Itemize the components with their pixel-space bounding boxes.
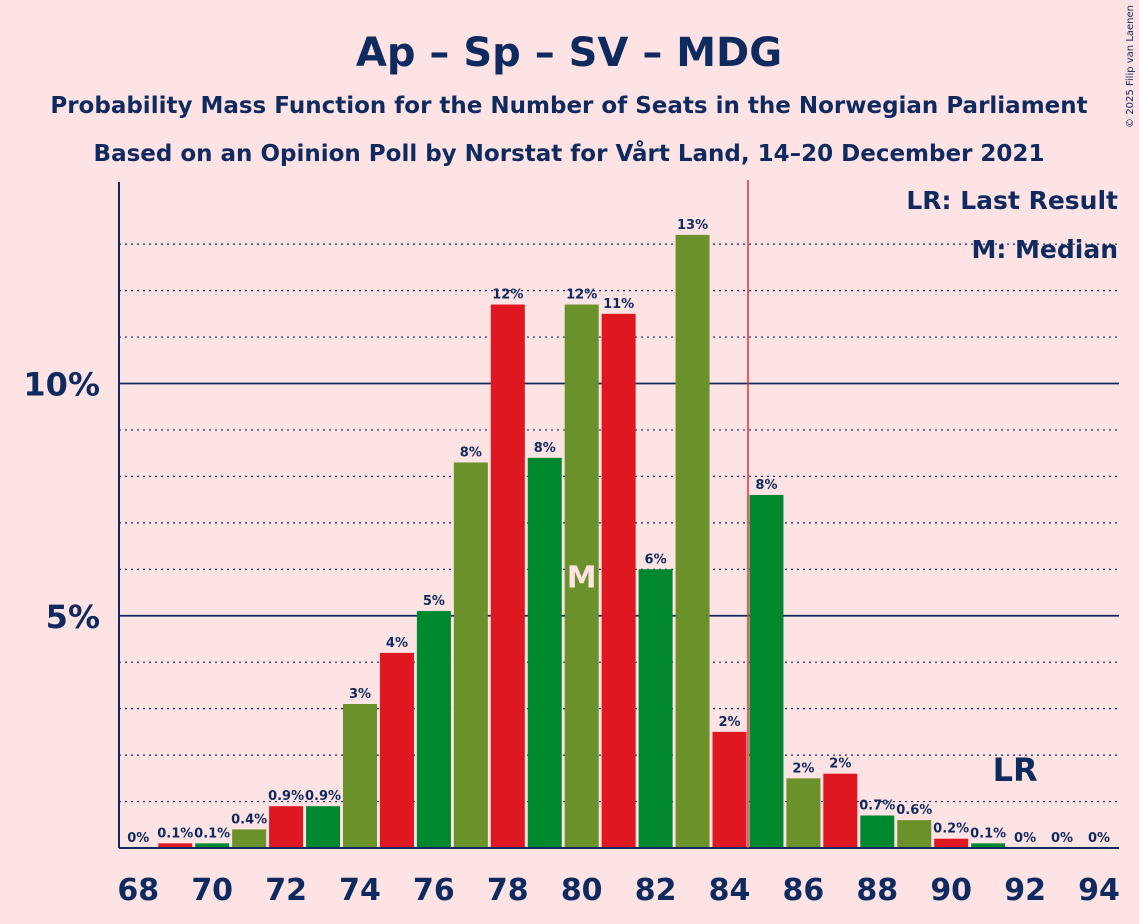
y-tick-label: 10% bbox=[23, 366, 100, 404]
value-label-seat-89: 0.6% bbox=[896, 803, 932, 818]
value-label-seat-71: 0.4% bbox=[231, 812, 267, 827]
value-label-seat-81: 11% bbox=[603, 297, 634, 312]
bar-seat-82 bbox=[638, 569, 673, 848]
x-tick-label: 88 bbox=[856, 873, 898, 908]
value-label-seat-94: 0% bbox=[1088, 831, 1110, 846]
y-tick-label: 5% bbox=[46, 598, 100, 636]
bar-seat-70 bbox=[195, 843, 230, 848]
copyright-credit: © 2025 Filip van Laenen bbox=[1125, 5, 1136, 128]
bar-seat-84 bbox=[712, 731, 747, 848]
bar-seat-77 bbox=[453, 462, 488, 848]
bar-seat-85 bbox=[749, 494, 784, 848]
legend-last-result: LR: Last Result bbox=[906, 186, 1118, 215]
value-label-seat-91: 0.1% bbox=[970, 826, 1006, 841]
x-tick-label: 80 bbox=[561, 873, 603, 908]
bar-seat-74 bbox=[343, 704, 377, 848]
x-tick-label: 70 bbox=[191, 873, 233, 908]
bar-seat-75 bbox=[379, 652, 414, 848]
x-tick-label: 94 bbox=[1078, 873, 1120, 908]
bar-seat-78 bbox=[490, 304, 525, 848]
bar-seat-72 bbox=[269, 806, 304, 848]
bar-seat-86 bbox=[786, 778, 821, 848]
value-label-seat-69: 0.1% bbox=[157, 826, 193, 841]
value-label-seat-77: 8% bbox=[460, 445, 482, 460]
bar-seat-71 bbox=[232, 829, 267, 848]
value-label-seat-83: 13% bbox=[677, 218, 708, 233]
bar-seat-89 bbox=[897, 820, 932, 848]
x-tick-label: 68 bbox=[117, 873, 159, 908]
bar-seat-87 bbox=[823, 773, 858, 848]
value-label-seat-75: 4% bbox=[386, 636, 408, 651]
bar-seat-79 bbox=[527, 457, 562, 848]
value-label-seat-84: 2% bbox=[718, 715, 740, 730]
x-tick-label: 76 bbox=[413, 873, 455, 908]
x-tick-label: 72 bbox=[265, 873, 307, 908]
chart-title: Ap – Sp – SV – MDG bbox=[356, 30, 782, 76]
x-tick-label: 74 bbox=[339, 873, 381, 908]
value-label-seat-72: 0.9% bbox=[268, 789, 304, 804]
value-labels: 0% 0.1% 0.1%0.4%0.9% 0.9%3%4%5%8%12%8%12%11… bbox=[127, 218, 1110, 846]
chart-subtitle: Probability Mass Function for the Number… bbox=[50, 93, 1087, 119]
value-label-seat-74: 3% bbox=[349, 687, 371, 702]
x-tick-label: 84 bbox=[709, 873, 751, 908]
bars bbox=[158, 234, 1006, 849]
value-label-seat-92: 0% bbox=[1014, 831, 1036, 846]
bar-seat-88 bbox=[860, 815, 895, 848]
last-result-marker: LR bbox=[993, 751, 1038, 789]
value-label-seat-68: 0% bbox=[127, 831, 149, 846]
bar-seat-91 bbox=[971, 843, 1006, 848]
bar-seat-81 bbox=[601, 313, 636, 848]
x-tick-label: 92 bbox=[1004, 873, 1046, 908]
x-tick-label: 86 bbox=[783, 873, 825, 908]
value-label-seat-87: 2% bbox=[829, 757, 851, 772]
bar-seat-76 bbox=[416, 611, 451, 848]
median-marker: M bbox=[567, 560, 597, 595]
value-label-seat-70: 0.1% bbox=[194, 826, 230, 841]
value-label-seat-90: 0.2% bbox=[933, 822, 969, 837]
value-label-seat-86: 2% bbox=[792, 761, 814, 776]
value-label-seat-76: 5% bbox=[423, 594, 445, 609]
legend-median: M: Median bbox=[971, 235, 1118, 264]
y-axis-ticks: 5% 10% bbox=[23, 366, 100, 636]
value-label-seat-82: 6% bbox=[645, 552, 667, 567]
value-label-seat-88: 0.7% bbox=[859, 798, 895, 813]
value-label-seat-78: 12% bbox=[492, 288, 523, 303]
chart-subtitle-2: Based on an Opinion Poll by Norstat for … bbox=[94, 140, 1045, 167]
x-tick-label: 82 bbox=[635, 873, 677, 908]
value-label-seat-85: 8% bbox=[755, 478, 777, 493]
x-tick-label: 78 bbox=[487, 873, 529, 908]
bar-seat-83 bbox=[675, 234, 710, 849]
value-label-seat-79: 8% bbox=[534, 441, 556, 456]
value-label-seat-80: 12% bbox=[566, 288, 597, 303]
bar-seat-80 bbox=[564, 304, 599, 848]
bar-seat-90 bbox=[934, 838, 969, 848]
bar-seat-69 bbox=[158, 843, 193, 848]
value-label-seat-93: 0% bbox=[1051, 831, 1073, 846]
value-label-seat-73: 0.9% bbox=[305, 789, 341, 804]
bar-seat-73 bbox=[306, 806, 341, 848]
x-axis-ticks: 68 70 72 74 76 78 80 82 84 86 88 90 92 94 bbox=[117, 873, 1119, 908]
x-tick-label: 90 bbox=[930, 873, 972, 908]
